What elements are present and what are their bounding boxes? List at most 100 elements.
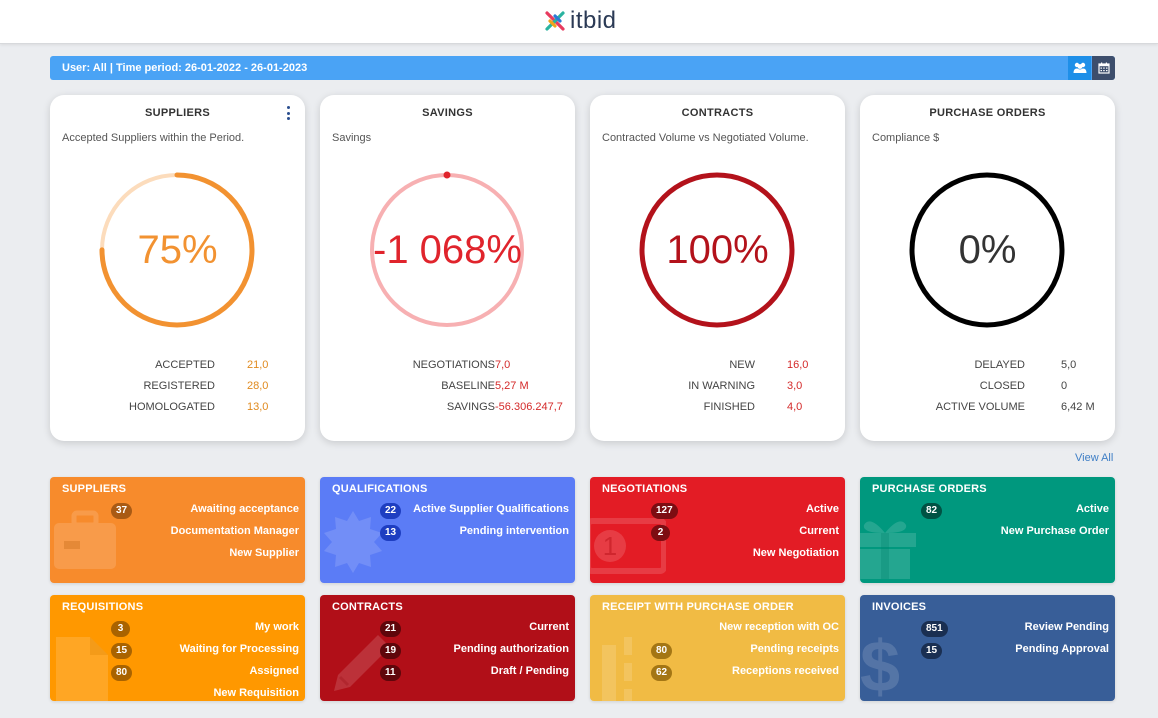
gauge-marker: [443, 171, 451, 179]
tile-title: REQUISITIONS: [62, 601, 144, 613]
truck-icon: [590, 631, 664, 701]
itbid-logo[interactable]: itbid: [544, 7, 617, 34]
kpi-card-suppliers: SUPPLIERS Accepted Suppliers within the P…: [50, 95, 305, 441]
calendar-filter-button[interactable]: [1092, 56, 1115, 80]
tile-link[interactable]: Review Pending: [1024, 621, 1109, 633]
stat-value: 6,42 M: [1061, 401, 1095, 413]
tile-link[interactable]: Receptions received: [732, 665, 839, 677]
module-tile-receipt-with-purchase-order[interactable]: RECEIPT WITH PURCHASE ORDER New reception…: [590, 595, 845, 701]
gauge-chart: [99, 172, 255, 328]
card-title: CONTRACTS: [681, 107, 754, 119]
stat-value: 5,27 M: [495, 380, 529, 392]
view-all-link[interactable]: View All: [1075, 452, 1114, 464]
gift-icon: [860, 513, 920, 583]
tile-link[interactable]: Active: [1075, 503, 1109, 515]
module-tile-purchase-orders[interactable]: PURCHASE ORDERS Active 82 New Purchase Orde…: [860, 477, 1115, 583]
tile-link[interactable]: Current: [529, 621, 569, 633]
card-subtitle: Contracted Volume vs Negotiated Volume.: [602, 132, 809, 144]
card-subtitle: Accepted Suppliers within the Period.: [62, 132, 245, 144]
gauge-chart: [639, 172, 795, 328]
tile-link[interactable]: Assigned: [249, 665, 299, 677]
filter-text: User: All | Time period: 26-01-2022 - 26…: [62, 62, 308, 74]
count-badge: 15: [111, 643, 133, 659]
tile-link[interactable]: Active Supplier Qualifications: [413, 503, 569, 515]
users-icon: [1073, 62, 1086, 73]
stat-label: ACTIVE VOLUME: [935, 401, 1025, 413]
tile-link[interactable]: Pending receipts: [750, 643, 839, 655]
gauge-track: [909, 172, 1065, 328]
tile-link[interactable]: New Supplier: [229, 547, 299, 559]
logo-mark-icon: [545, 11, 565, 31]
card-subtitle: Compliance $: [872, 132, 940, 144]
card-title: SAVINGS: [422, 107, 473, 119]
stat-row: ACTIVE VOLUME 6,42 M: [860, 401, 1115, 415]
dollar-icon: $: [860, 627, 910, 701]
stat-label: NEW: [729, 359, 755, 371]
stat-label: DELAYED: [974, 359, 1025, 371]
stat-value: 3,0: [787, 380, 803, 392]
tile-link[interactable]: New Purchase Order: [1000, 525, 1109, 537]
tile-title: RECEIPT WITH PURCHASE ORDER: [602, 601, 794, 613]
stat-label: BASELINE: [441, 380, 495, 392]
stat-row: DELAYED 5,0: [860, 359, 1115, 373]
kpi-card-savings: SAVINGS Savings -1 068% NEGOTIATIONS 7,0 BASE…: [320, 95, 575, 441]
module-tile-requisitions[interactable]: REQUISITIONS My work 3 Waiting for Processi…: [50, 595, 305, 701]
tile-link[interactable]: Documentation Manager: [170, 525, 299, 537]
stat-label: IN WARNING: [688, 380, 755, 392]
module-tile-invoices[interactable]: $ INVOICES Review Pending 851 Pending Approv…: [860, 595, 1115, 701]
gauge-value: 0%: [958, 227, 1017, 272]
more-options-icon[interactable]: [285, 106, 291, 120]
tile-link[interactable]: Pending intervention: [459, 525, 569, 537]
kpi-card-contracts: CONTRACTS Contracted Volume vs Negotiated…: [590, 95, 845, 441]
module-tile-negotiations[interactable]: 1 NEGOTIATIONS Active 127 Current 2 New Negoti…: [590, 477, 845, 583]
card-title: SUPPLIERS: [144, 107, 211, 119]
stat-value: 4,0: [787, 401, 803, 413]
stat-row: NEW 16,0: [590, 359, 845, 373]
file-icon: [52, 633, 112, 701]
tile-link[interactable]: Current: [799, 525, 839, 537]
stat-row: ACCEPTED 21,0: [50, 359, 305, 373]
gauge-chart: [370, 171, 524, 327]
stat-value: 21,0: [247, 359, 269, 371]
stat-row: REGISTERED 28,0: [50, 380, 305, 394]
stat-label: FINISHED: [703, 401, 755, 413]
tile-title: INVOICES: [872, 601, 927, 613]
tile-link[interactable]: My work: [254, 621, 299, 633]
tile-title: SUPPLIERS: [62, 483, 127, 495]
stat-row: SAVINGS -56.306.247,7: [320, 401, 575, 415]
kpi-card-purchase-orders: PURCHASE ORDERS Compliance $ 0% DELAYED 5,0 C…: [860, 95, 1115, 441]
tile-link[interactable]: Active: [805, 503, 839, 515]
stat-row: BASELINE 5,27 M: [320, 380, 575, 394]
tile-link[interactable]: New Requisition: [213, 687, 299, 699]
card-title: PURCHASE ORDERS: [929, 107, 1046, 119]
tile-link[interactable]: Waiting for Processing: [179, 643, 299, 655]
tile-link[interactable]: Pending authorization: [453, 643, 570, 655]
tile-link[interactable]: New Negotiation: [752, 547, 839, 559]
module-tile-contracts[interactable]: CONTRACTS Current 21 Pending authorization 1…: [320, 595, 575, 701]
count-badge: 127: [651, 503, 678, 519]
stat-row: FINISHED 4,0: [590, 401, 845, 415]
module-tile-qualifications[interactable]: QUALIFICATIONS Active Supplier Qualificat…: [320, 477, 575, 583]
certificate-icon: [320, 507, 388, 578]
stat-value: 16,0: [787, 359, 809, 371]
count-badge: 3: [111, 621, 130, 637]
stat-value: 0: [1061, 380, 1068, 392]
count-badge: 62: [651, 665, 673, 681]
pen-icon: [326, 629, 396, 701]
card-subtitle: Savings: [332, 132, 372, 144]
briefcase-icon: [50, 507, 120, 578]
tile-link[interactable]: Pending Approval: [1015, 643, 1109, 655]
stat-label: NEGOTIATIONS: [412, 359, 495, 371]
users-filter-button[interactable]: [1068, 56, 1091, 80]
module-tile-suppliers[interactable]: SUPPLIERS Awaiting acceptance 37 Documentat…: [50, 477, 305, 583]
tile-title: NEGOTIATIONS: [602, 483, 688, 495]
tile-link[interactable]: Draft / Pending: [490, 665, 569, 677]
gauge-value: 75%: [137, 227, 218, 272]
svg-text:1: 1: [603, 531, 617, 561]
tile-link[interactable]: Awaiting acceptance: [190, 503, 299, 515]
stat-row: CLOSED 0: [860, 380, 1115, 394]
tile-link[interactable]: New reception with OC: [719, 621, 839, 633]
stat-label: CLOSED: [979, 380, 1025, 392]
count-badge: 21: [380, 621, 402, 637]
stat-row: HOMOLOGATED 13,0: [50, 401, 305, 415]
